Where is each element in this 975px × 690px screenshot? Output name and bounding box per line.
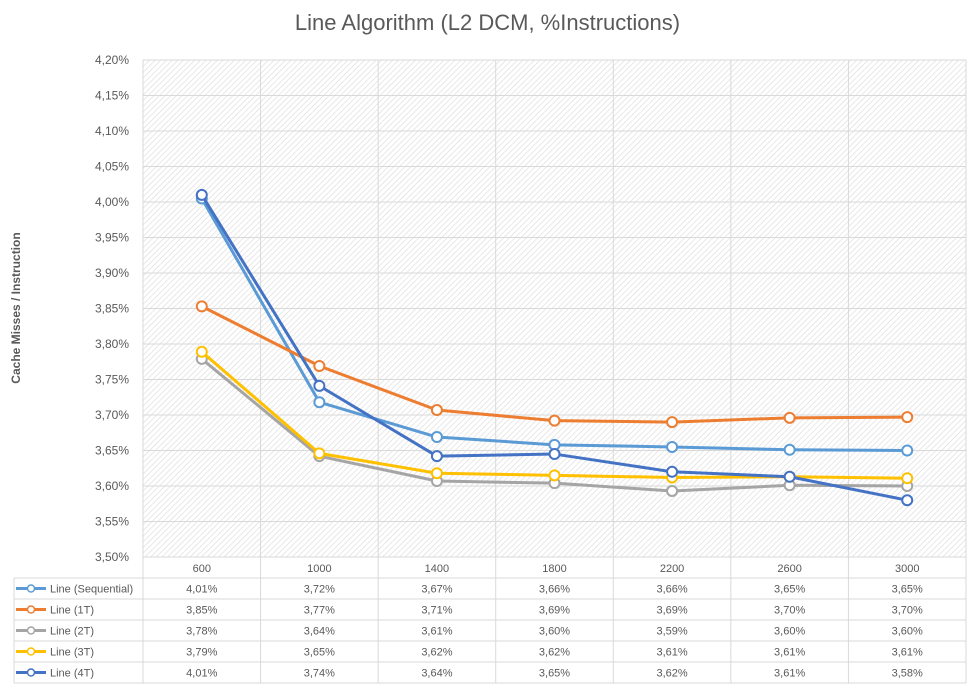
- data-label: 3,67%: [421, 584, 452, 596]
- legend-marker-2: [26, 626, 36, 635]
- data-point: [430, 431, 443, 444]
- data-label: 3,66%: [539, 584, 570, 596]
- data-point: [430, 467, 443, 480]
- data-label: 3,78%: [186, 626, 217, 638]
- data-label: 4,01%: [186, 584, 217, 596]
- data-label: 3,65%: [774, 584, 805, 596]
- data-point: [783, 470, 796, 483]
- data-label: 3,70%: [774, 605, 805, 617]
- data-point: [783, 411, 796, 424]
- data-label: 3,65%: [304, 647, 335, 659]
- legend-entry: Line (4T): [50, 668, 94, 680]
- legend-entry: Line (Sequential): [50, 584, 133, 596]
- data-label: 3,79%: [186, 647, 217, 659]
- data-label: 3,60%: [539, 626, 570, 638]
- legend-marker-4: [26, 668, 36, 677]
- x-tick-label: 600: [193, 563, 211, 575]
- y-tick-label: 3,65%: [95, 444, 129, 458]
- data-label: 3,61%: [774, 668, 805, 680]
- data-point: [195, 188, 208, 201]
- legend-entry: Line (3T): [50, 647, 94, 659]
- data-point: [430, 450, 443, 463]
- data-point: [666, 440, 679, 453]
- y-tick-label: 4,00%: [95, 195, 129, 209]
- legend-entry: Line (2T): [50, 626, 94, 638]
- data-label: 3,71%: [421, 605, 452, 617]
- data-point: [430, 404, 443, 417]
- series-lines: [195, 188, 914, 507]
- data-label: 3,61%: [656, 647, 687, 659]
- data-label: 3,59%: [656, 626, 687, 638]
- chart-title: Line Algorithm (L2 DCM, %Instructions): [294, 10, 681, 35]
- data-label: 4,01%: [186, 668, 217, 680]
- data-label: 3,58%: [892, 668, 923, 680]
- data-label: 3,70%: [892, 605, 923, 617]
- x-tick-label: 3000: [895, 563, 919, 575]
- y-tick-label: 3,70%: [95, 408, 129, 422]
- data-point: [783, 443, 796, 456]
- y-tick-label: 3,55%: [95, 515, 129, 529]
- data-point: [195, 300, 208, 313]
- data-point: [901, 494, 914, 507]
- data-point: [666, 484, 679, 497]
- data-label: 3,61%: [421, 626, 452, 638]
- data-label: 3,69%: [656, 605, 687, 617]
- data-label: 3,72%: [304, 584, 335, 596]
- data-label: 3,85%: [186, 605, 217, 617]
- data-point: [666, 465, 679, 478]
- data-point: [313, 447, 326, 460]
- data-label: 3,77%: [304, 605, 335, 617]
- x-tick-label: 2600: [777, 563, 801, 575]
- data-point: [548, 448, 561, 461]
- data-point: [901, 472, 914, 485]
- data-label: 3,74%: [304, 668, 335, 680]
- data-label: 3,60%: [892, 626, 923, 638]
- data-point: [313, 360, 326, 373]
- x-tick-label: 2200: [660, 563, 684, 575]
- y-tick-label: 3,80%: [95, 337, 129, 351]
- data-point: [901, 444, 914, 457]
- data-label: 3,61%: [774, 647, 805, 659]
- legend-entry: Line (1T): [50, 605, 94, 617]
- x-tick-label: 1800: [542, 563, 566, 575]
- x-tick-label: 1400: [425, 563, 449, 575]
- data-label: 3,65%: [892, 584, 923, 596]
- data-label: 3,64%: [304, 626, 335, 638]
- data-label: 3,62%: [656, 668, 687, 680]
- y-tick-label: 4,05%: [95, 160, 129, 174]
- legend-marker-3: [26, 647, 36, 656]
- y-axis-ticks: 4,20% 4,15% 4,10% 4,05% 4,00% 3,95% 3,90% 3,85%…: [95, 53, 129, 564]
- y-tick-label: 3,85%: [95, 302, 129, 316]
- data-point: [666, 416, 679, 429]
- data-label: 3,66%: [656, 584, 687, 596]
- legend-marker-0: [26, 584, 36, 593]
- data-label: 3,62%: [539, 647, 570, 659]
- data-label: 3,61%: [892, 647, 923, 659]
- legend-marker-1: [26, 605, 36, 614]
- data-label: 3,69%: [539, 605, 570, 617]
- y-tick-label: 3,90%: [95, 266, 129, 280]
- x-tick-label: 1000: [307, 563, 331, 575]
- y-tick-label: 3,50%: [95, 550, 129, 564]
- y-tick-label: 3,95%: [95, 231, 129, 245]
- y-tick-label: 4,10%: [95, 124, 129, 138]
- data-label: 3,60%: [774, 626, 805, 638]
- data-point: [195, 345, 208, 358]
- y-tick-label: 3,60%: [95, 479, 129, 493]
- data-point: [313, 379, 326, 392]
- data-label: 3,62%: [421, 647, 452, 659]
- data-table: 600 1000 1400 1800 2200 2600 3000 Line (Sequent…: [13, 557, 967, 684]
- data-label: 3,65%: [539, 668, 570, 680]
- data-point: [548, 469, 561, 482]
- data-point: [901, 411, 914, 424]
- data-point: [548, 414, 561, 427]
- y-tick-label: 4,20%: [95, 53, 129, 67]
- data-point: [313, 396, 326, 409]
- y-tick-label: 3,75%: [95, 373, 129, 387]
- y-tick-label: 4,15%: [95, 89, 129, 103]
- data-label: 3,64%: [421, 668, 452, 680]
